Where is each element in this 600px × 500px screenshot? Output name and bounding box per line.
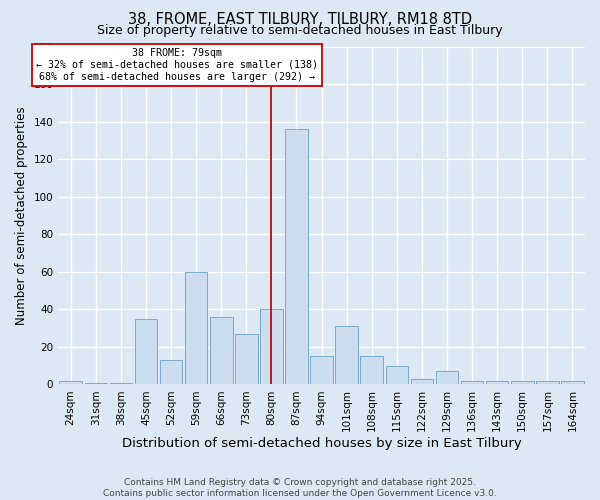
Bar xyxy=(386,366,408,384)
Text: Size of property relative to semi-detached houses in East Tilbury: Size of property relative to semi-detach… xyxy=(97,24,503,37)
Bar xyxy=(310,356,333,384)
Text: 38 FROME: 79sqm
← 32% of semi-detached houses are smaller (138)
68% of semi-deta: 38 FROME: 79sqm ← 32% of semi-detached h… xyxy=(37,48,319,82)
Bar xyxy=(59,380,82,384)
Bar xyxy=(160,360,182,384)
Bar xyxy=(85,382,107,384)
Bar xyxy=(260,310,283,384)
Bar xyxy=(210,317,233,384)
Bar xyxy=(335,326,358,384)
Bar xyxy=(134,318,157,384)
Text: Contains HM Land Registry data © Crown copyright and database right 2025.
Contai: Contains HM Land Registry data © Crown c… xyxy=(103,478,497,498)
Bar xyxy=(461,380,484,384)
Bar xyxy=(486,380,508,384)
Bar xyxy=(361,356,383,384)
Bar xyxy=(410,379,433,384)
Bar xyxy=(185,272,208,384)
Bar xyxy=(436,372,458,384)
X-axis label: Distribution of semi-detached houses by size in East Tilbury: Distribution of semi-detached houses by … xyxy=(122,437,521,450)
Bar xyxy=(110,382,132,384)
Bar xyxy=(536,380,559,384)
Bar xyxy=(561,380,584,384)
Bar xyxy=(235,334,257,384)
Bar xyxy=(511,380,533,384)
Text: 38, FROME, EAST TILBURY, TILBURY, RM18 8TD: 38, FROME, EAST TILBURY, TILBURY, RM18 8… xyxy=(128,12,472,28)
Y-axis label: Number of semi-detached properties: Number of semi-detached properties xyxy=(15,106,28,325)
Bar xyxy=(285,129,308,384)
